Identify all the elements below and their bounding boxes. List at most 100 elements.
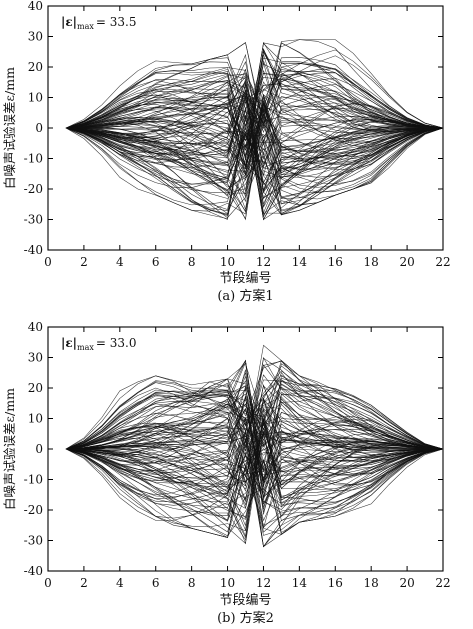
ticks-a: 0 2 4 6 8 10 12 14 16 18 20 22 -40 -30 -20 -10 0 10 20 30 40 — [24, 0, 451, 269]
panel-b: 0 2 4 6 8 10 12 14 16 18 20 22 -40 -30 -20 -10 0 10 20 30 40… — [2, 320, 451, 626]
series-line — [65, 68, 444, 129]
y-axis-label-b: 白噪声试验误差ε/mm — [2, 388, 17, 510]
panel-a: 0 2 4 6 8 10 12 14 16 18 20 22 -40 -30 -20 -10 0 10 20 30 40… — [2, 0, 451, 304]
series-line — [65, 424, 444, 486]
y-tick-label: 0 — [35, 121, 43, 135]
x-tick-label: 0 — [44, 576, 52, 590]
series-line — [65, 127, 444, 219]
series-line — [65, 39, 444, 138]
y-tick-label: -20 — [24, 503, 43, 517]
series-line — [65, 84, 443, 215]
x-tick-label: 14 — [292, 576, 308, 590]
series-line — [65, 443, 444, 492]
y-tick-label: 30 — [28, 351, 43, 365]
series-line — [65, 80, 444, 167]
x-tick-label: 18 — [364, 255, 379, 269]
y-axis-label-a: 白噪声试验误差ε/mm — [2, 67, 17, 189]
y-tick-label: -30 — [24, 534, 43, 548]
series-line — [65, 76, 444, 160]
series-line — [65, 399, 444, 503]
annotation-bg — [57, 332, 137, 352]
series-line — [65, 418, 444, 548]
series-line — [65, 39, 444, 151]
y-tick-label: 0 — [35, 442, 43, 456]
x-tick-label: 10 — [220, 576, 235, 590]
series-line — [65, 443, 444, 548]
series-line — [65, 89, 444, 191]
series-line — [65, 127, 444, 181]
series-line — [65, 73, 444, 153]
series-line — [65, 432, 444, 548]
series-line — [65, 118, 444, 190]
series-line — [65, 62, 444, 129]
x-tick-label: 16 — [328, 576, 343, 590]
y-tick-label: -10 — [24, 473, 43, 487]
series-line — [65, 57, 444, 129]
x-tick-label: 4 — [116, 576, 124, 590]
series-line — [65, 425, 444, 492]
series-line — [65, 115, 444, 220]
series-line — [65, 443, 444, 498]
x-tick-label: 10 — [220, 255, 235, 269]
series-line — [65, 445, 444, 514]
panel-caption-a: (a) 方案1 — [217, 288, 273, 304]
series-line — [65, 127, 444, 185]
x-tick-label: 12 — [256, 576, 271, 590]
y-tick-label: 10 — [28, 412, 43, 426]
x-tick-label: 2 — [80, 255, 88, 269]
series-line — [65, 397, 444, 539]
max-error-annotation-b: |ε|max = 33.0 — [57, 332, 137, 352]
series-line — [65, 105, 444, 181]
x-tick-label: 20 — [399, 576, 414, 590]
y-tick-label: -30 — [24, 213, 43, 227]
series-line — [65, 379, 444, 450]
y-tick-label: 20 — [28, 381, 43, 395]
series-line — [65, 427, 444, 452]
series-line — [65, 69, 444, 192]
series-line — [65, 107, 444, 215]
panel-caption-b: (b) 方案2 — [217, 610, 274, 626]
series-line — [65, 67, 444, 129]
x-tick-label: 20 — [399, 255, 414, 269]
y-tick-label: -40 — [24, 564, 43, 578]
annotation-text: |ε|max = 33.5 — [61, 15, 137, 31]
annotation-text: |ε|max = 33.0 — [61, 336, 137, 352]
x-tick-label: 16 — [328, 255, 343, 269]
annotation-bg — [57, 11, 137, 31]
max-error-annotation-a: |ε|max = 33.5 — [57, 11, 137, 31]
series-line — [65, 383, 444, 450]
series-line — [65, 101, 444, 176]
series-line — [65, 416, 444, 479]
x-tick-label: 12 — [256, 255, 271, 269]
ticks-b: 0 2 4 6 8 10 12 14 16 18 20 22 -40 -30 -20 -10 0 10 20 30 40 — [24, 320, 451, 590]
series-line — [65, 69, 444, 129]
x-tick-label: 18 — [364, 576, 379, 590]
x-tick-label: 22 — [435, 255, 450, 269]
series-line — [65, 89, 444, 184]
y-tick-label: -10 — [24, 152, 43, 166]
series-line — [65, 344, 444, 450]
y-tick-label: 30 — [28, 30, 43, 44]
x-axis-label-b: 节段编号 — [219, 593, 271, 608]
series-line — [65, 395, 444, 529]
y-tick-label: 10 — [28, 91, 43, 105]
series-line — [65, 391, 444, 452]
series-line — [65, 47, 444, 176]
series-line — [65, 423, 444, 509]
series-line — [65, 360, 444, 450]
y-tick-label: 40 — [28, 320, 43, 334]
series-line — [65, 42, 444, 129]
x-tick-label: 0 — [44, 255, 52, 269]
series-line — [65, 435, 444, 492]
series-layer-b — [65, 344, 444, 548]
series-layer-a — [65, 39, 444, 221]
series-line — [65, 371, 444, 450]
series-line — [65, 377, 444, 450]
series-line — [65, 123, 444, 193]
series-line — [65, 379, 444, 457]
x-axis-label-a: 节段编号 — [219, 271, 271, 286]
series-line — [65, 127, 444, 179]
series-line — [65, 123, 444, 188]
y-tick-label: 20 — [28, 60, 43, 74]
